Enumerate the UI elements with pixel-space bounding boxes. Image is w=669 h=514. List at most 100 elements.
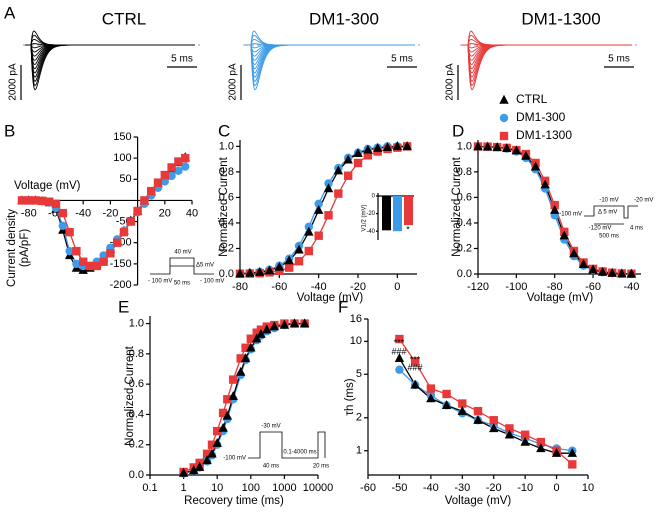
y-tick-label: 0.2 xyxy=(219,242,234,254)
panel-letter: D xyxy=(452,121,464,140)
protocol-label: - 100 mV xyxy=(200,279,224,285)
y-tick-label: -150 xyxy=(110,258,132,270)
x-tick-label: -40 xyxy=(423,482,439,494)
data-point xyxy=(240,353,251,363)
y-axis-label: τh (ms) xyxy=(344,378,356,415)
x-tick-label: -20 xyxy=(350,281,366,293)
significance: *** xyxy=(410,354,421,364)
panel-title: DM1-1300 xyxy=(521,9,600,28)
y-tick-label: 0.2 xyxy=(457,242,472,254)
protocol-label: -30 mV xyxy=(261,424,280,430)
current-trace xyxy=(25,38,195,46)
data-point xyxy=(382,142,393,151)
data-point xyxy=(167,171,176,181)
data-point xyxy=(502,143,512,152)
data-point xyxy=(410,357,420,366)
x-tick-label: -30 xyxy=(454,482,470,494)
x-tick-label: 10 xyxy=(211,482,223,494)
data-point xyxy=(222,410,233,420)
x-tick-label: 40 xyxy=(186,207,198,219)
data-point xyxy=(58,221,67,230)
data-point xyxy=(323,183,334,193)
current-trace xyxy=(245,34,415,46)
legend-label: DM1-1300 xyxy=(516,128,572,142)
x-tick-label: 0 xyxy=(554,482,560,494)
data-point xyxy=(140,196,149,205)
inset-bar xyxy=(393,196,402,232)
data-point xyxy=(218,408,228,418)
y-tick-label: 0.8 xyxy=(129,348,144,360)
protocol-label: -10 mV xyxy=(599,198,618,204)
data-point xyxy=(284,263,294,272)
data-point xyxy=(202,449,212,458)
inset-annotation: * xyxy=(406,224,410,234)
data-point xyxy=(299,318,310,328)
data-point xyxy=(119,227,129,237)
data-point xyxy=(441,400,452,410)
data-point xyxy=(492,142,502,151)
data-point xyxy=(58,208,67,218)
x-tick-label: 1 xyxy=(181,482,187,494)
data-point xyxy=(160,177,169,186)
panel-title: CTRL xyxy=(102,9,146,28)
y-tick-label: 0.0 xyxy=(457,268,472,280)
data-point xyxy=(65,227,74,237)
data-point xyxy=(521,150,531,160)
data-point xyxy=(246,334,255,343)
data-point xyxy=(353,158,363,168)
legend-label: DM1-300 xyxy=(516,110,566,124)
data-point xyxy=(343,171,353,180)
data-point xyxy=(489,423,499,433)
data-point xyxy=(79,257,88,266)
y-tick-label: 0.0 xyxy=(129,469,144,481)
x-axis-label: Recovery time (ms) xyxy=(184,495,284,507)
current-trace xyxy=(25,44,195,91)
data-point xyxy=(178,467,189,477)
data-point xyxy=(223,395,232,404)
data-point xyxy=(213,426,222,436)
data-point xyxy=(99,257,108,266)
data-point xyxy=(153,178,163,187)
data-point xyxy=(24,196,33,205)
data-point xyxy=(228,391,238,400)
x-tick-label: 10 xyxy=(582,482,594,494)
x-axis-label: Voltage (mV) xyxy=(14,180,81,192)
protocol-label: -120 mV xyxy=(589,226,612,232)
protocol-diagram xyxy=(248,431,326,459)
y-tick-label: 0.6 xyxy=(129,378,144,390)
data-point xyxy=(551,447,562,457)
data-point xyxy=(314,231,323,240)
data-point xyxy=(235,268,245,278)
x-tick-label: -40 xyxy=(623,281,639,293)
data-point xyxy=(511,145,522,155)
protocol-diagram xyxy=(150,257,214,275)
scale-label: 5 ms xyxy=(608,54,630,65)
series-line xyxy=(398,338,573,465)
y-tick-label: 1.0 xyxy=(457,140,472,152)
data-point xyxy=(482,141,493,151)
data-point xyxy=(207,448,217,458)
data-point xyxy=(426,393,436,403)
y-tick-label: 5 xyxy=(356,368,362,380)
data-point xyxy=(235,366,246,376)
x-tick-label: -120 xyxy=(467,281,489,293)
series-line xyxy=(398,357,573,454)
legend-marker xyxy=(499,113,509,123)
data-point xyxy=(202,455,212,465)
x-tick-label: -100 xyxy=(505,281,527,293)
y-tick-label: 0.8 xyxy=(219,166,234,178)
data-point xyxy=(252,333,262,343)
y-tick-label: 150 xyxy=(113,131,131,143)
inset-bar xyxy=(404,196,413,226)
scale-label: 2000 pA xyxy=(8,63,19,101)
protocol-label: -20 mV xyxy=(634,198,653,204)
y-tick-label: 16 xyxy=(350,313,362,325)
data-point xyxy=(284,255,294,265)
x-tick-label: 20 xyxy=(159,207,171,219)
data-point xyxy=(92,261,101,271)
legend-marker xyxy=(499,94,509,104)
data-point xyxy=(181,153,190,163)
data-point xyxy=(530,161,541,171)
data-point xyxy=(568,460,577,469)
data-point xyxy=(520,436,530,446)
